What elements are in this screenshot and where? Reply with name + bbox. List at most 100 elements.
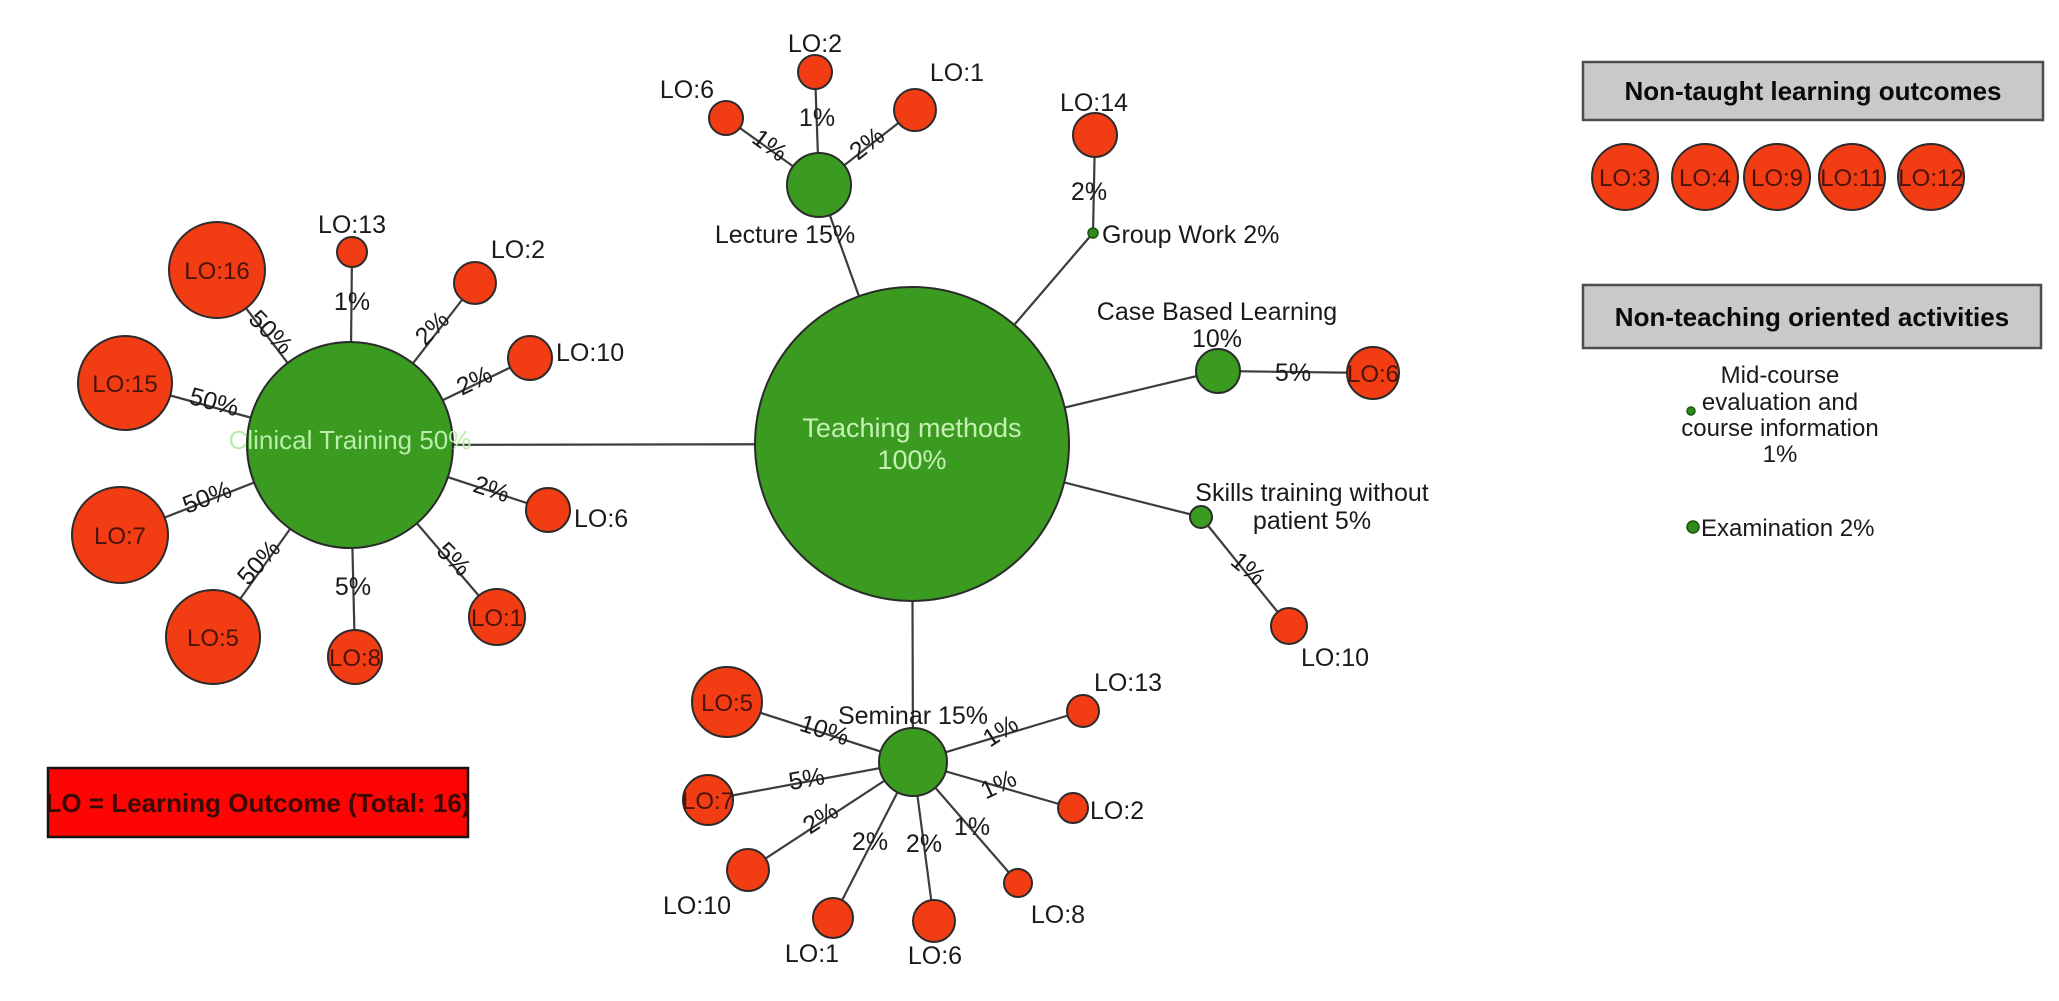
teaching-methods-pct: 100% bbox=[877, 445, 946, 475]
legend-non-taught: Non-taught learning outcomes LO:3 LO:4 L… bbox=[1581, 60, 2045, 211]
clinical-lo13-label: LO:13 bbox=[318, 211, 386, 239]
skills-label-line2: patient 5% bbox=[1253, 507, 1371, 535]
skills-training-node bbox=[1189, 505, 1213, 529]
legend-lo12-node bbox=[1897, 143, 1965, 211]
lecture-label: Lecture 15% bbox=[715, 221, 855, 249]
clinical-lo15-pct: 50% bbox=[186, 382, 242, 422]
skills-lo10-node bbox=[1270, 607, 1308, 645]
learning-outcome-nodes bbox=[71, 54, 1400, 943]
clinical-lo1-label: LO:1 bbox=[471, 605, 523, 632]
clinical-lo16-label: LO:16 bbox=[184, 258, 249, 285]
case-based-lo6-node bbox=[1346, 346, 1400, 400]
lecture-lo6-node bbox=[708, 100, 744, 136]
seminar-lo7-pct: 5% bbox=[786, 762, 826, 796]
legend-lo4-node bbox=[1671, 143, 1739, 211]
clinical-lo2-label: LO:2 bbox=[491, 236, 545, 264]
group-work-lo14-label: LO:14 bbox=[1060, 89, 1128, 117]
mid-course-line2: evaluation and bbox=[1702, 389, 1858, 416]
lo-note-box bbox=[46, 766, 470, 839]
clinical-lo13-node bbox=[336, 236, 368, 268]
teaching-methods-node bbox=[754, 286, 1070, 602]
lecture-lo1-label: LO:1 bbox=[930, 59, 984, 87]
clinical-lo16-pct: 50% bbox=[243, 305, 298, 360]
legend-lo3-label: LO:3 bbox=[1599, 165, 1651, 192]
mid-course-dot bbox=[1686, 406, 1696, 416]
seminar-lo1-label: LO:1 bbox=[785, 940, 839, 968]
teaching-methods-label: Teaching methods bbox=[802, 413, 1021, 443]
legend-lo11-node bbox=[1818, 143, 1886, 211]
clinical-lo1-node bbox=[468, 588, 526, 646]
legend-non-teaching-title: Non-teaching oriented activities bbox=[1615, 302, 2009, 332]
clinical-lo7-label: LO:7 bbox=[94, 523, 146, 550]
mid-course-line1: Mid-course bbox=[1721, 362, 1840, 389]
seminar-lo2-pct: 1% bbox=[976, 764, 1021, 805]
legend-non-teaching-header-box bbox=[1581, 283, 2043, 350]
edge-skills-lo10 bbox=[1200, 516, 1290, 627]
clinical-lo2-node bbox=[453, 261, 497, 305]
seminar-lo6-pct: 2% bbox=[906, 830, 942, 858]
legend-lo9-node bbox=[1743, 143, 1811, 211]
examination-dot bbox=[1686, 520, 1700, 534]
seminar-lo8-label: LO:8 bbox=[1031, 901, 1085, 929]
legend-lo12-label: LO:12 bbox=[1898, 165, 1963, 192]
clinical-lo13-pct: 1% bbox=[334, 288, 370, 316]
seminar-lo5-node bbox=[691, 666, 763, 738]
clinical-training-label: Clinical Training 50% bbox=[229, 425, 472, 455]
legend-lo9-label: LO:9 bbox=[1751, 165, 1803, 192]
clinical-lo5-pct: 50% bbox=[232, 535, 286, 591]
seminar-lo2-node bbox=[1057, 792, 1089, 824]
mid-course-line3: course information bbox=[1681, 415, 1878, 442]
seminar-lo13-node bbox=[1066, 694, 1100, 728]
seminar-lo5-label: LO:5 bbox=[701, 690, 753, 717]
clinical-lo6-label: LO:6 bbox=[574, 505, 628, 533]
clinical-lo6-pct: 2% bbox=[470, 470, 513, 508]
seminar-label: Seminar 15% bbox=[838, 702, 988, 730]
clinical-lo8-pct: 5% bbox=[335, 573, 371, 601]
legend-lo3-node bbox=[1591, 143, 1659, 211]
seminar-lo1-node bbox=[812, 897, 854, 939]
lo-labels: LO:6 LO:2 LO:1 LO:16 LO:13 LO:2 LO:10 LO… bbox=[92, 30, 1399, 970]
group-work-node bbox=[1087, 227, 1099, 239]
case-based-pct: 10% bbox=[1192, 325, 1242, 353]
clinical-lo5-label: LO:5 bbox=[187, 625, 239, 652]
examination-label: Examination 2% bbox=[1701, 515, 1874, 542]
group-work-lo14-pct: 2% bbox=[1071, 178, 1107, 206]
seminar-lo2-label: LO:2 bbox=[1090, 797, 1144, 825]
clinical-lo8-label: LO:8 bbox=[329, 645, 381, 672]
legend-lo4-label: LO:4 bbox=[1679, 165, 1731, 192]
lo-note-text: LO = Learning Outcome (Total: 16) bbox=[46, 788, 471, 818]
seminar-lo10-label: LO:10 bbox=[663, 892, 731, 920]
lecture-lo2-node bbox=[797, 54, 833, 90]
seminar-lo1-pct: 2% bbox=[852, 828, 888, 856]
lecture-lo2-pct: 1% bbox=[799, 104, 835, 132]
clinical-lo7-pct: 50% bbox=[179, 475, 236, 519]
legend-non-taught-header-box bbox=[1581, 60, 2045, 122]
seminar-lo13-label: LO:13 bbox=[1094, 669, 1162, 697]
legend-non-taught-title: Non-taught learning outcomes bbox=[1625, 76, 2002, 106]
legend-lo11-label: LO:11 bbox=[1820, 165, 1884, 192]
clinical-lo16-node bbox=[168, 221, 266, 319]
node-labels: Teaching methods 100% Clinical Training … bbox=[229, 221, 1429, 730]
case-based-learning-node bbox=[1195, 348, 1241, 394]
clinical-lo10-pct: 2% bbox=[452, 360, 497, 401]
lo-note: LO = Learning Outcome (Total: 16) bbox=[46, 766, 471, 839]
clinical-lo7-node bbox=[71, 486, 169, 584]
clinical-lo15-node bbox=[77, 335, 173, 431]
lecture-lo6-label: LO:6 bbox=[660, 76, 714, 104]
clinical-training-node bbox=[246, 341, 454, 549]
case-based-label: Case Based Learning bbox=[1097, 298, 1337, 326]
clinical-lo1-pct: 5% bbox=[431, 537, 476, 582]
clinical-lo10-node bbox=[507, 335, 553, 381]
group-work-lo14-node bbox=[1072, 112, 1118, 158]
skills-label-line1: Skills training without bbox=[1195, 479, 1428, 507]
lecture-lo1-node bbox=[893, 88, 937, 132]
clinical-lo15-label: LO:15 bbox=[92, 371, 157, 398]
case-based-lo6-pct: 5% bbox=[1275, 359, 1311, 387]
case-based-lo6-label: LO:6 bbox=[1347, 361, 1399, 388]
clinical-lo10-label: LO:10 bbox=[556, 339, 624, 367]
skills-lo10-pct: 1% bbox=[1225, 547, 1271, 592]
seminar-lo7-node bbox=[682, 774, 734, 826]
lecture-node bbox=[786, 152, 852, 218]
clinical-lo8-node bbox=[327, 629, 383, 685]
